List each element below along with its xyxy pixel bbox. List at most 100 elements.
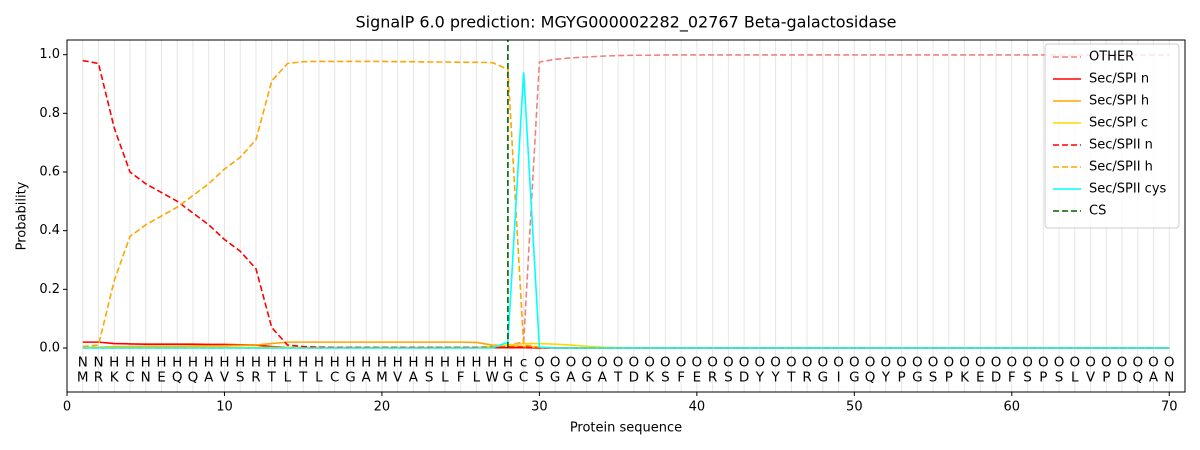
legend-label: Sec/SPI c xyxy=(1089,116,1148,131)
residue-annotation: O xyxy=(786,355,797,371)
residue: A xyxy=(598,369,608,385)
residue: S xyxy=(724,369,733,385)
residue-annotation: H xyxy=(377,355,387,371)
residue-annotation: O xyxy=(849,355,860,371)
residue-annotation: O xyxy=(896,355,907,371)
residue-annotation: O xyxy=(865,355,876,371)
residue-annotation: O xyxy=(1148,355,1159,371)
residue-annotation: O xyxy=(566,355,577,371)
residue: P xyxy=(945,369,953,385)
residue: Y xyxy=(755,369,765,385)
residue-annotation: O xyxy=(660,355,671,371)
residue-annotation: O xyxy=(802,355,813,371)
x-tick-label: 40 xyxy=(689,400,706,415)
residue-annotation: H xyxy=(314,355,324,371)
x-tick-label: 10 xyxy=(216,400,233,415)
residue-annotation: O xyxy=(739,355,750,371)
residue-annotation: N xyxy=(78,355,88,371)
residue-annotation: N xyxy=(93,355,103,371)
residue: L xyxy=(1071,369,1079,385)
y-tick-label: 0.0 xyxy=(39,341,60,356)
residue: R xyxy=(802,369,811,385)
residue-annotation: H xyxy=(219,355,229,371)
residue-annotation: O xyxy=(707,355,718,371)
residue-annotation: H xyxy=(361,355,371,371)
y-tick-label: 0.6 xyxy=(39,165,60,180)
residue: F xyxy=(677,369,685,385)
residue-annotation: H xyxy=(172,355,182,371)
residue-annotation: O xyxy=(959,355,970,371)
residue: D xyxy=(739,369,749,385)
residue-annotation: O xyxy=(1069,355,1080,371)
residue: V xyxy=(220,369,230,385)
residue-annotation: O xyxy=(1085,355,1096,371)
y-tick-label: 0.4 xyxy=(39,223,60,238)
residue-annotation: O xyxy=(534,355,545,371)
residue-annotation: H xyxy=(471,355,481,371)
residue: T xyxy=(267,369,277,385)
residue: A xyxy=(362,369,372,385)
residue: D xyxy=(629,369,639,385)
residue-annotation: O xyxy=(880,355,891,371)
residue-annotation: O xyxy=(629,355,640,371)
residue-annotation: O xyxy=(975,355,986,371)
y-tick-label: 1.0 xyxy=(39,47,60,62)
residue: E xyxy=(976,369,985,385)
residue: L xyxy=(441,369,449,385)
residue-annotation: H xyxy=(156,355,166,371)
x-tick-label: 0 xyxy=(63,400,71,415)
legend-label: Sec/SPII cys xyxy=(1089,182,1167,197)
x-tick-label: 70 xyxy=(1161,400,1178,415)
chart-title: SignalP 6.0 prediction: MGYG000002282_02… xyxy=(355,13,896,33)
residue-annotation: O xyxy=(1006,355,1017,371)
legend-label: Sec/SPII h xyxy=(1089,160,1153,175)
residue-annotation: H xyxy=(345,355,355,371)
residue-annotation: H xyxy=(408,355,418,371)
residue: S xyxy=(1055,369,1064,385)
residue-annotation: H xyxy=(251,355,261,371)
residue: K xyxy=(645,369,655,385)
residue: L xyxy=(315,369,323,385)
residue: V xyxy=(1086,369,1096,385)
residue-annotation: O xyxy=(1132,355,1143,371)
residue: N xyxy=(141,369,151,385)
residue-annotation: O xyxy=(644,355,655,371)
residue-annotation: O xyxy=(1022,355,1033,371)
residue-annotation: O xyxy=(723,355,734,371)
residue: P xyxy=(1102,369,1110,385)
residue: P xyxy=(1039,369,1047,385)
residue: R xyxy=(708,369,717,385)
residue-annotation: H xyxy=(298,355,308,371)
residue-annotation: O xyxy=(676,355,687,371)
residue-annotation: O xyxy=(943,355,954,371)
x-tick-label: 50 xyxy=(846,400,863,415)
residue-annotation: O xyxy=(550,355,561,371)
residue: Q xyxy=(865,369,876,385)
y-tick-label: 0.8 xyxy=(39,106,60,121)
residue-annotation: H xyxy=(330,355,340,371)
residue-annotation: O xyxy=(597,355,608,371)
residue: L xyxy=(473,369,481,385)
residue: G xyxy=(581,369,591,385)
series-line xyxy=(82,54,1170,349)
legend-label: Sec/SPI n xyxy=(1089,72,1149,87)
residue: G xyxy=(503,369,513,385)
residue: C xyxy=(330,369,339,385)
x-tick-label: 30 xyxy=(531,400,548,415)
residue: M xyxy=(376,369,388,385)
series-line xyxy=(82,60,1170,349)
residue: T xyxy=(613,369,623,385)
residue-annotation: O xyxy=(613,355,624,371)
residue: G xyxy=(550,369,560,385)
residue-annotation: O xyxy=(755,355,766,371)
residue-annotation: O xyxy=(1117,355,1128,371)
residue: R xyxy=(94,369,103,385)
residue: F xyxy=(1008,369,1016,385)
residue-annotation: H xyxy=(424,355,434,371)
residue: E xyxy=(693,369,702,385)
residue-annotation: O xyxy=(1101,355,1112,371)
x-tick-label: 60 xyxy=(1004,400,1021,415)
residue: I xyxy=(837,369,841,385)
residue: Q xyxy=(188,369,199,385)
